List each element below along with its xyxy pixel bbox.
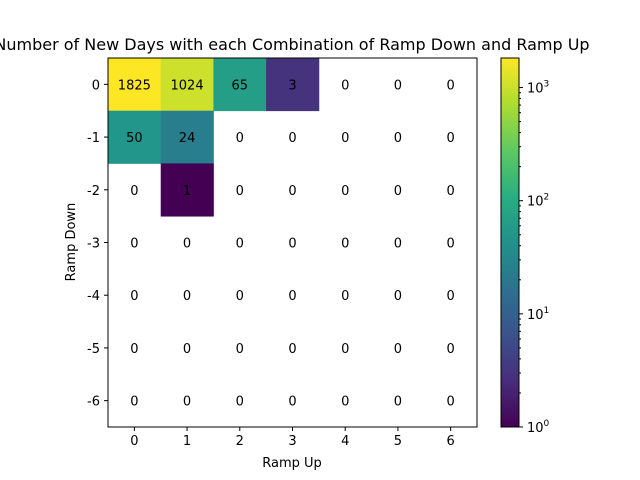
colorbar [500, 57, 520, 428]
colorbar-tick-label: 100 [527, 419, 550, 436]
cell-value-label: 1825 [118, 78, 151, 93]
y-tick-label: -4 [87, 289, 100, 304]
cell-value-label: 0 [236, 342, 244, 357]
cell-value-label: 0 [447, 395, 455, 410]
heatmap-cells [108, 58, 320, 217]
y-axis-label: Ramp Down [64, 203, 79, 282]
x-axis: 0 1 2 3 4 5 6 [130, 427, 455, 449]
colorbar-tick-label: 101 [527, 306, 549, 323]
y-tick-label: -1 [87, 131, 100, 146]
heatmap-cell [160, 110, 214, 164]
cell-value-label: 0 [394, 342, 402, 357]
heatmap-cell [108, 58, 162, 112]
cell-value-label: 0 [288, 237, 296, 252]
cell-value-label: 0 [341, 184, 349, 199]
heatmap-cell [108, 110, 162, 164]
cell-value-label: 0 [236, 237, 244, 252]
cell-value-label: 3 [288, 78, 296, 93]
cell-value-label: 0 [130, 395, 138, 410]
y-tick-label: 0 [92, 78, 100, 93]
cell-value-label: 0 [447, 237, 455, 252]
cell-value-label: 0 [394, 289, 402, 304]
cell-value-label: 0 [394, 184, 402, 199]
colorbar-axis: 100 101 102 103 [519, 80, 550, 436]
x-tick-label: 4 [341, 434, 349, 449]
cell-value-label: 1 [183, 184, 191, 199]
cell-value-label: 0 [183, 342, 191, 357]
y-tick-label: -2 [87, 184, 100, 199]
cell-value-label: 0 [447, 184, 455, 199]
cell-value-label: 0 [394, 237, 402, 252]
cell-value-label: 0 [288, 184, 296, 199]
x-axis-label: Ramp Up [262, 456, 322, 471]
cell-value-label: 0 [341, 131, 349, 146]
cell-value-label: 0 [341, 237, 349, 252]
cell-value-label: 0 [130, 342, 138, 357]
cell-value-label: 1024 [171, 78, 204, 93]
cell-value-label: 0 [394, 78, 402, 93]
cell-value-label: 0 [288, 395, 296, 410]
heatmap-cell [213, 58, 267, 112]
cell-value-label: 0 [183, 395, 191, 410]
cell-value-label: 0 [288, 289, 296, 304]
cell-value-label: 0 [236, 395, 244, 410]
cell-value-label: 0 [236, 184, 244, 199]
x-tick-label: 0 [130, 434, 138, 449]
cell-value-label: 0 [183, 289, 191, 304]
heatmap-cell [160, 58, 214, 112]
y-tick-label: -3 [87, 237, 100, 252]
chart-title: Number of New Days with each Combination… [0, 35, 590, 54]
cell-value-label: 0 [447, 342, 455, 357]
y-axis: 0 -1 -2 -3 -4 -5 -6 [87, 78, 108, 410]
y-tick-label: -5 [87, 342, 100, 357]
x-tick-label: 6 [447, 434, 455, 449]
cell-value-label: 0 [130, 289, 138, 304]
cell-value-label: 65 [232, 78, 249, 93]
cell-value-label: 0 [341, 342, 349, 357]
cell-value-label: 0 [447, 131, 455, 146]
cell-value-label: 0 [236, 131, 244, 146]
cell-value-label: 0 [394, 131, 402, 146]
cell-value-label: 0 [394, 395, 402, 410]
cell-value-label: 0 [447, 289, 455, 304]
y-tick-label: -6 [87, 395, 100, 410]
cell-value-label: 0 [236, 289, 244, 304]
x-tick-label: 1 [183, 434, 191, 449]
x-tick-label: 5 [394, 434, 402, 449]
cell-value-label: 0 [288, 131, 296, 146]
cell-value-label: 0 [288, 342, 296, 357]
cell-value-label: 24 [179, 131, 196, 146]
colorbar-tick-label: 103 [527, 80, 549, 97]
colorbar-tick-label: 102 [527, 193, 549, 210]
x-tick-label: 3 [288, 434, 296, 449]
heatmap-cell-labels: 1825 1024 65 3 0 0 0 50 24 0 0 0 0 0 0 1 0 0 0 0 0 0 0 0 0 0 0 0 0 0 0… [118, 78, 455, 409]
cell-value-label: 0 [341, 78, 349, 93]
cell-value-label: 0 [130, 184, 138, 199]
cell-value-label: 0 [341, 395, 349, 410]
heatmap-cell [160, 163, 214, 217]
cell-value-label: 0 [447, 78, 455, 93]
cell-value-label: 50 [126, 131, 143, 146]
x-tick-label: 2 [236, 434, 244, 449]
heatmap-cell [266, 58, 320, 112]
cell-value-label: 0 [183, 237, 191, 252]
cell-value-label: 0 [341, 289, 349, 304]
cell-value-label: 0 [130, 237, 138, 252]
